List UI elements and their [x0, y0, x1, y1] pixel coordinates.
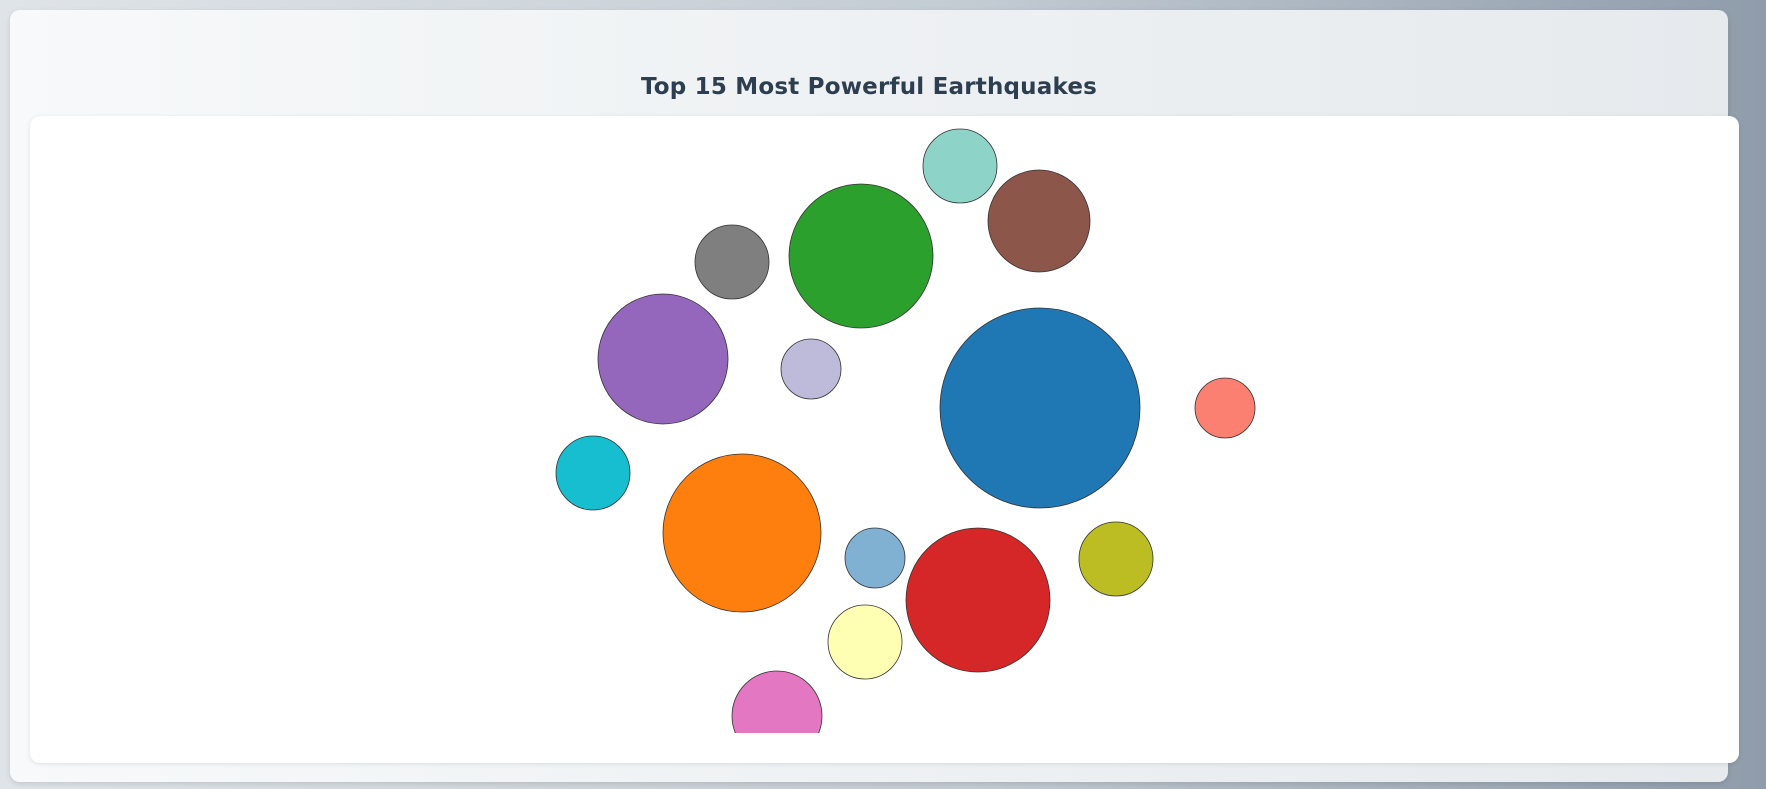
bubble-rank-10[interactable]: [1078, 521, 1154, 597]
bubble-rank-4[interactable]: [788, 183, 934, 329]
bubble-rank-11[interactable]: [827, 604, 903, 680]
bubble-rank-14[interactable]: [1194, 377, 1256, 439]
bubble-rank-9[interactable]: [555, 435, 631, 511]
bubble-rank-2[interactable]: [662, 453, 822, 613]
bubble-rank-6[interactable]: [987, 169, 1091, 273]
chart-title: Top 15 Most Powerful Earthquakes: [640, 74, 1098, 100]
bubble-rank-15[interactable]: [780, 338, 842, 400]
bubble-rank-8[interactable]: [694, 224, 770, 300]
bubble-rank-5[interactable]: [597, 293, 729, 425]
bubble-rank-7[interactable]: [731, 670, 823, 761]
bubble-rank-13[interactable]: [844, 527, 906, 589]
chart-card: [30, 116, 1739, 763]
bubble-rank-1[interactable]: [939, 307, 1141, 509]
page-background: Top 15 Most Powerful Earthquakes: [10, 10, 1739, 782]
bubble-rank-12[interactable]: [922, 128, 998, 204]
bubble-chart: [555, 128, 1256, 761]
bubble-rank-3[interactable]: [905, 527, 1051, 673]
